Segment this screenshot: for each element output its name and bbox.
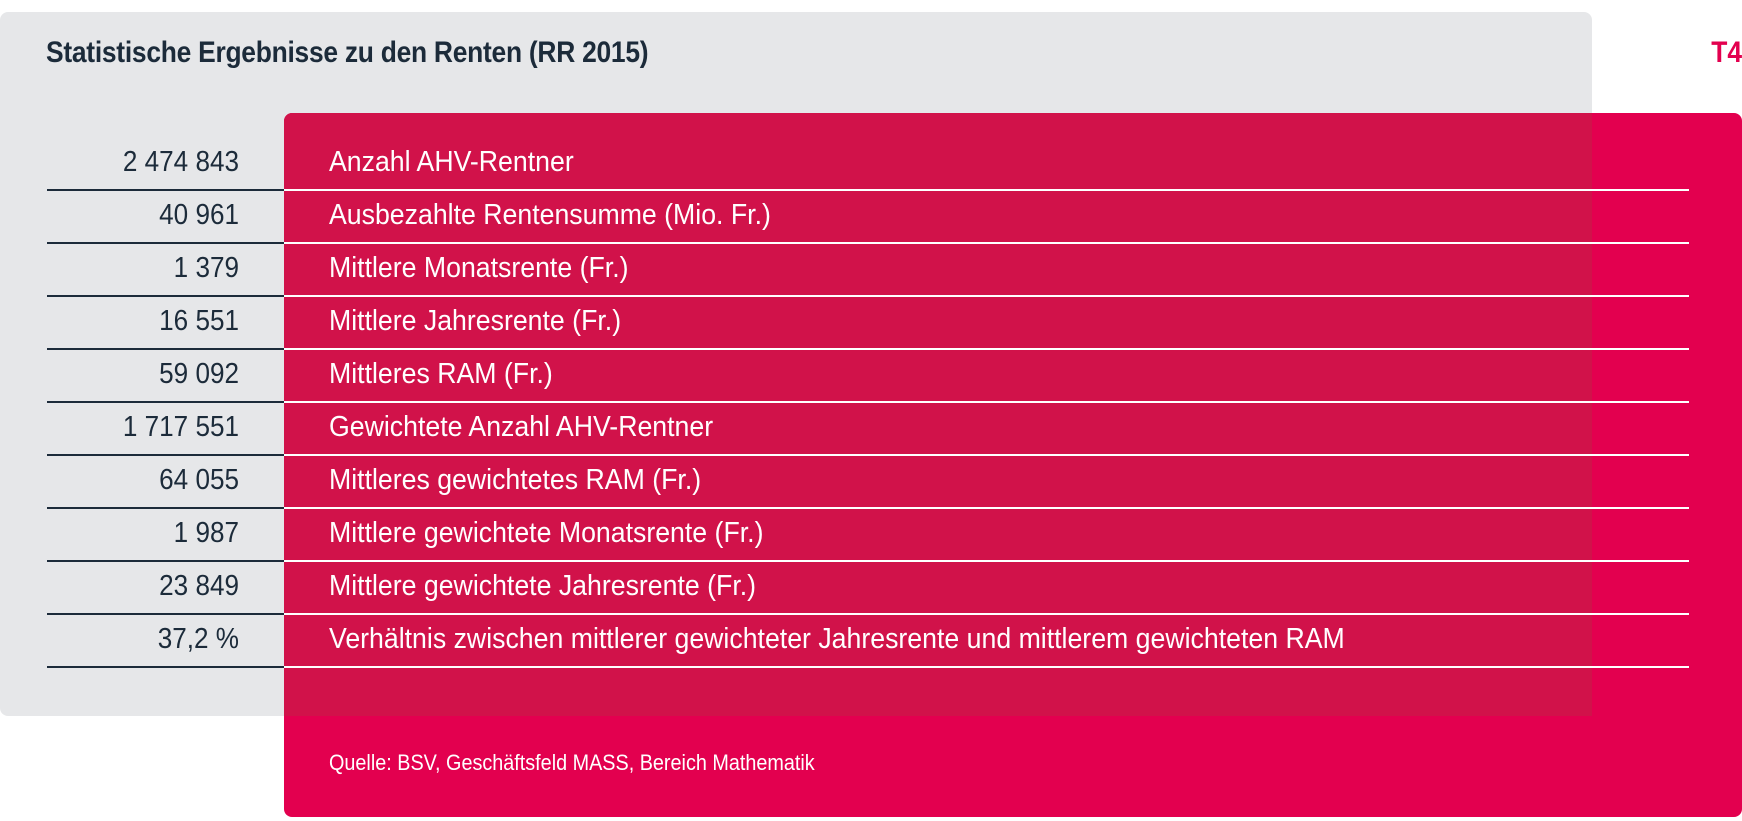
table-row: 64 055 Mittleres gewichtetes RAM (Fr.) <box>47 456 1689 509</box>
row-value: 23 849 <box>159 570 239 602</box>
panel-overlap <box>284 113 1592 716</box>
row-label: Verhältnis zwischen mittlerer gewichtete… <box>329 623 1345 655</box>
table-row: 16 551 Mittlere Jahresrente (Fr.) <box>47 297 1689 350</box>
row-label: Mittlere gewichtete Monatsrente (Fr.) <box>329 517 764 549</box>
table-row: 1 987 Mittlere gewichtete Monatsrente (F… <box>47 509 1689 562</box>
row-divider <box>284 560 1689 562</box>
row-divider <box>47 560 284 562</box>
row-label: Mittleres gewichtetes RAM (Fr.) <box>329 464 702 496</box>
row-divider <box>284 348 1689 350</box>
row-value: 37,2 % <box>157 623 239 655</box>
table-row: 1 717 551 Gewichtete Anzahl AHV-Rentner <box>47 403 1689 456</box>
table-row: 1 379 Mittlere Monatsrente (Fr.) <box>47 244 1689 297</box>
row-divider <box>47 507 284 509</box>
table-row: 2 474 843 Anzahl AHV-Rentner <box>47 138 1689 191</box>
table-row: 37,2 % Verhältnis zwischen mittlerer gew… <box>47 615 1689 668</box>
row-value: 59 092 <box>159 358 239 390</box>
row-label: Gewichtete Anzahl AHV-Rentner <box>329 411 714 443</box>
row-divider <box>284 454 1689 456</box>
row-divider <box>47 348 284 350</box>
row-value: 16 551 <box>159 305 239 337</box>
row-value: 1 987 <box>173 517 239 549</box>
row-divider <box>47 242 284 244</box>
row-value: 1 379 <box>173 252 239 284</box>
row-divider <box>47 189 284 191</box>
row-divider <box>47 401 284 403</box>
row-divider <box>47 454 284 456</box>
statistics-table: 2 474 843 Anzahl AHV-Rentner 40 961 Ausb… <box>47 138 1689 668</box>
row-divider <box>284 295 1689 297</box>
table-row: 23 849 Mittlere gewichtete Jahresrente (… <box>47 562 1689 615</box>
row-divider <box>284 666 1689 668</box>
row-divider <box>47 295 284 297</box>
row-divider <box>284 189 1689 191</box>
row-label: Mittlere gewichtete Jahresrente (Fr.) <box>329 570 757 602</box>
row-label: Ausbezahlte Rentensumme (Mio. Fr.) <box>329 199 771 231</box>
row-divider <box>284 507 1689 509</box>
row-divider <box>47 666 284 668</box>
row-value: 64 055 <box>159 464 239 496</box>
row-value: 1 717 551 <box>122 411 239 443</box>
row-label: Mittleres RAM (Fr.) <box>329 358 553 390</box>
row-divider <box>284 242 1689 244</box>
row-divider <box>284 613 1689 615</box>
source-note: Quelle: BSV, Geschäftsfeld MASS, Bereich… <box>329 750 815 775</box>
row-value: 2 474 843 <box>122 146 239 178</box>
row-divider <box>284 401 1689 403</box>
row-label: Mittlere Jahresrente (Fr.) <box>329 305 622 337</box>
table-row: 59 092 Mittleres RAM (Fr.) <box>47 350 1689 403</box>
row-divider <box>47 613 284 615</box>
table-row: 40 961 Ausbezahlte Rentensumme (Mio. Fr.… <box>47 191 1689 244</box>
row-value: 40 961 <box>159 199 239 231</box>
table-number-tag: T4 <box>1711 36 1742 69</box>
row-label: Mittlere Monatsrente (Fr.) <box>329 252 629 284</box>
table-title: Statistische Ergebnisse zu den Renten (R… <box>46 36 649 69</box>
row-label: Anzahl AHV-Rentner <box>329 146 574 178</box>
